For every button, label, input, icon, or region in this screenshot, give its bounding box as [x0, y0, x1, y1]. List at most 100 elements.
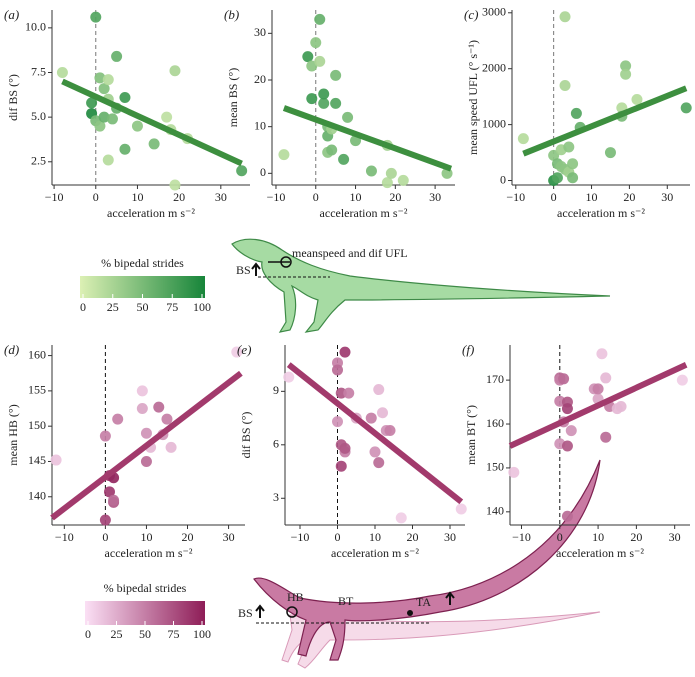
x-tick-label: 30	[444, 530, 456, 544]
point	[119, 92, 131, 103]
point	[332, 416, 343, 428]
point	[318, 88, 330, 100]
point	[94, 72, 106, 84]
trend-line	[61, 78, 243, 167]
point	[604, 147, 616, 159]
point	[119, 143, 131, 155]
point	[373, 457, 385, 469]
y-tick-label: 155	[28, 383, 46, 397]
pink-lizards: HB BT TA BS	[238, 459, 601, 669]
trend-line	[508, 362, 688, 449]
point	[561, 403, 573, 415]
point	[384, 425, 396, 437]
point	[615, 400, 627, 412]
point	[131, 120, 143, 132]
x-tick-label: 20	[407, 530, 419, 544]
x-axis-title: acceleration m s⁻²	[557, 206, 645, 220]
point	[567, 172, 579, 184]
x-tick-label: 30	[215, 190, 227, 204]
x-axis-title: acceleration m s⁻²	[331, 546, 419, 560]
y-tick-label: 145	[28, 453, 46, 467]
point	[377, 407, 388, 419]
arrow	[445, 591, 455, 605]
y-tick-label: 9	[273, 383, 279, 397]
point	[395, 512, 407, 524]
point	[517, 133, 529, 145]
x-tick-label: 10	[131, 190, 143, 204]
x-tick-label: 0	[93, 190, 99, 204]
x-tick-label: −10	[45, 190, 64, 204]
trend-line	[50, 370, 243, 521]
point	[330, 69, 342, 81]
point	[676, 374, 688, 386]
y-tick-label: 2.5	[31, 154, 46, 168]
y-tick-label: 0	[260, 165, 266, 179]
point	[99, 430, 111, 442]
y-tick-label: 140	[486, 504, 504, 518]
point	[98, 83, 110, 95]
panel: (f) −10 0 10 20 30 140 150 160 170 acceleration m …	[462, 342, 690, 560]
point	[318, 97, 330, 109]
y-axis-title: mean BS (°)	[226, 68, 240, 127]
x-axis-title: acceleration m s⁻²	[105, 546, 193, 560]
point	[112, 413, 124, 425]
panel: (d) −10 0 10 20 30 140 145 150 155 160 acceleration…	[4, 342, 245, 560]
x-tick-label: 10	[140, 530, 152, 544]
point	[314, 55, 326, 67]
point	[153, 401, 165, 413]
colorbar-tick-label: 0	[80, 300, 86, 314]
point	[369, 446, 381, 458]
x-axis-title: acceleration m s⁻²	[556, 546, 644, 560]
annotation: BS	[238, 606, 253, 620]
x-tick-label: 0	[102, 530, 108, 544]
panel: (e) −10 0 10 20 30 3 6 9 acceleration m s⁻² dif BS…	[237, 342, 467, 560]
x-tick-label: 20	[623, 190, 635, 204]
point	[140, 427, 152, 439]
point	[278, 149, 290, 161]
point	[140, 455, 152, 467]
point	[103, 486, 115, 498]
point	[236, 165, 248, 177]
point	[565, 425, 577, 437]
point	[365, 165, 377, 177]
point	[330, 97, 342, 109]
point	[600, 372, 612, 384]
point	[339, 442, 351, 454]
y-tick-label: 20	[254, 72, 266, 86]
x-axis-title: acceleration m s⁻²	[320, 206, 408, 220]
point	[326, 144, 338, 156]
y-tick-label: 150	[28, 418, 46, 432]
point	[561, 440, 573, 452]
y-tick-label: 170	[486, 372, 504, 386]
panel-label: (c)	[464, 7, 478, 22]
point	[561, 510, 573, 522]
point	[148, 138, 160, 150]
annotation: BS	[236, 263, 251, 277]
y-axis-title: mean speed UFL (° s⁻¹)	[466, 40, 480, 155]
x-tick-label: 0	[335, 530, 341, 544]
point	[306, 60, 318, 72]
point	[136, 403, 148, 415]
x-tick-label: 30	[223, 530, 235, 544]
y-tick-label: 10.0	[25, 20, 46, 34]
colorbar-tick-label: 100	[193, 627, 211, 641]
lizard-body	[231, 238, 611, 333]
point	[558, 373, 570, 385]
trend-line	[522, 85, 688, 157]
point	[381, 177, 393, 189]
x-tick-label: −10	[512, 530, 531, 544]
x-tick-label: 20	[173, 190, 185, 204]
joint	[286, 606, 298, 618]
y-axis-title: mean BT (°)	[464, 405, 478, 465]
y-tick-label: 1000	[482, 116, 506, 130]
x-tick-label: −10	[291, 530, 310, 544]
colorbar-tick-label: 75	[168, 627, 180, 641]
point	[600, 431, 612, 443]
arrow	[251, 262, 261, 276]
point	[335, 460, 347, 472]
colorbar-tick-label: 50	[137, 300, 149, 314]
trend-line	[286, 362, 464, 505]
point	[455, 503, 467, 515]
point	[50, 454, 62, 466]
